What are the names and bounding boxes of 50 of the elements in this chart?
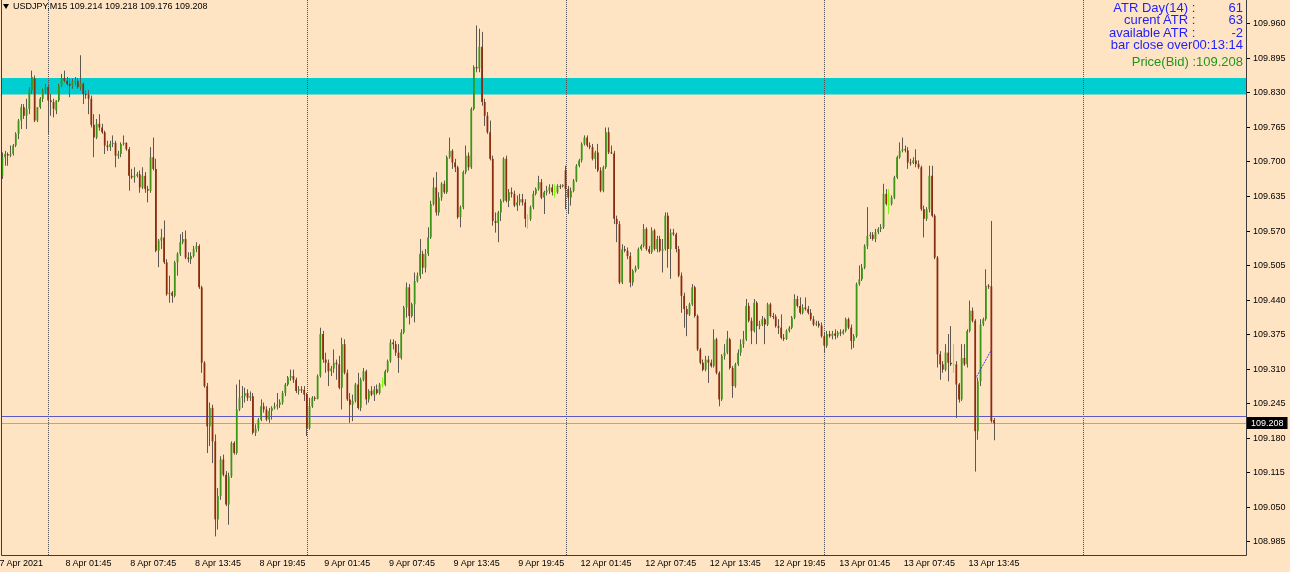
x-tick-label: 7 Apr 2021 xyxy=(0,557,43,568)
y-tick-label: 109.310 xyxy=(1253,363,1286,374)
candlestick xyxy=(963,343,966,367)
x-tick-label: 8 Apr 01:45 xyxy=(65,557,112,568)
x-tick-label: 12 Apr 19:45 xyxy=(774,557,826,568)
y-tick-label: 109.960 xyxy=(1253,18,1286,29)
y-tick-label: 109.570 xyxy=(1253,225,1286,236)
x-tick-label: 12 Apr 01:45 xyxy=(580,557,632,568)
y-tick-label: 109.765 xyxy=(1253,121,1286,132)
candlestick xyxy=(111,134,114,148)
candlestick xyxy=(381,377,384,389)
y-tick-label: 109.635 xyxy=(1253,190,1286,201)
y-tick-label: 109.115 xyxy=(1253,467,1285,478)
candlestick xyxy=(642,223,645,248)
candlestick xyxy=(637,246,640,270)
text: available ATR : -2 xyxy=(1108,24,1243,40)
x-tick-label: 12 Apr 13:45 xyxy=(709,557,761,568)
x-tick-label: 13 Apr 07:45 xyxy=(903,557,955,568)
y-tick-label: 109.895 xyxy=(1253,52,1286,63)
candlestick xyxy=(478,28,481,73)
x-tick-label: 12 Apr 07:45 xyxy=(645,557,697,568)
text: ATR Day(14) : 61 xyxy=(1113,0,1243,15)
y-tick-label: 109.180 xyxy=(1253,432,1286,443)
chart-title: USDJPY,M15 109.214 109.218 109.176 109.208 xyxy=(13,1,208,12)
x-tick-label: 9 Apr 19:45 xyxy=(518,557,565,568)
ref-line-label: 109.208 xyxy=(1251,417,1284,428)
y-tick-label: 108.985 xyxy=(1253,536,1286,547)
annotation: bar close over00:13:14 xyxy=(1109,37,1243,53)
candlestick xyxy=(475,24,478,73)
y-tick-label: 109.050 xyxy=(1253,501,1286,512)
candlestick xyxy=(955,360,958,419)
y-tick-label: 109.375 xyxy=(1253,329,1286,340)
x-tick-label: 13 Apr 01:45 xyxy=(839,557,891,568)
y-tick-label: 109.830 xyxy=(1253,87,1286,98)
x-tick-label: 8 Apr 13:45 xyxy=(194,557,241,568)
x-tick-label: 9 Apr 01:45 xyxy=(324,557,371,568)
y-tick-label: 109.505 xyxy=(1253,260,1286,271)
x-tick-label: 9 Apr 13:45 xyxy=(453,557,500,568)
candlestick xyxy=(74,76,77,87)
y-tick-label: 109.245 xyxy=(1253,398,1286,409)
x-tick-label: 8 Apr 07:45 xyxy=(130,557,177,568)
y-tick-label: 109.440 xyxy=(1253,294,1286,305)
x-tick-label: 13 Apr 13:45 xyxy=(968,557,1020,568)
candlestick xyxy=(419,238,421,280)
x-tick-label: 8 Apr 19:45 xyxy=(259,557,306,568)
y-tick-label: 109.700 xyxy=(1253,156,1286,167)
annotation: Price(Bid) :109.208 xyxy=(1130,53,1243,69)
x-tick-label: 9 Apr 07:45 xyxy=(388,557,435,568)
candlestick xyxy=(524,198,527,228)
candlestick xyxy=(543,190,545,215)
